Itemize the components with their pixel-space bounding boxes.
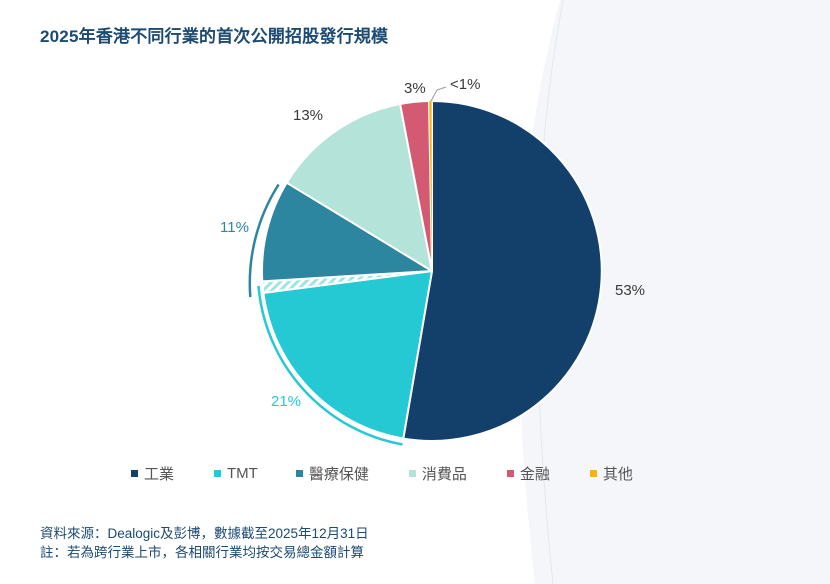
swatch-icon	[589, 470, 597, 477]
slice-industrial[interactable]	[402, 100, 603, 442]
legend-item-consumer[interactable]: 消費品	[408, 463, 467, 484]
label-financial: 3%	[404, 80, 426, 97]
label-industrial: 53%	[615, 282, 645, 299]
swatch-icon	[295, 470, 303, 477]
swatch-icon	[408, 470, 416, 477]
legend-item-other[interactable]: 其他	[589, 463, 633, 484]
slice-tmt[interactable]	[262, 270, 433, 440]
legend-label: 工業	[144, 466, 175, 483]
footnote: 資料來源：Dealogic及彭博，數據截至2025年12月31日 註：若為跨行業…	[40, 524, 369, 562]
label-other: <1%	[450, 76, 480, 93]
label-tmt: 21%	[271, 393, 301, 410]
legend-item-healthcare[interactable]: 醫療保健	[295, 463, 369, 484]
swatch-icon	[131, 470, 138, 477]
legend: 工業 TMT 醫療保健 消費品 金融 其他	[131, 463, 633, 484]
legend-item-financial[interactable]: 金融	[506, 463, 550, 484]
legend-label: 醫療保健	[308, 466, 369, 483]
legend-label: 其他	[602, 466, 633, 483]
legend-label: TMT	[227, 465, 258, 482]
swatch-icon	[214, 470, 222, 477]
chart-title: 2025年香港不同行業的首次公開招股發行規模	[40, 27, 389, 46]
legend-label: 消費品	[421, 466, 467, 483]
other-leader-line	[430, 86, 447, 102]
slice-other[interactable]	[429, 100, 432, 272]
slice-financial[interactable]	[399, 100, 433, 272]
tmt-arc	[257, 285, 403, 446]
legend-item-tmt[interactable]: TMT	[214, 465, 258, 482]
legend-item-industrial[interactable]: 工業	[131, 463, 174, 484]
cross-listing-note: 註：若為跨行業上市，各相關行業均按交易總金額計算	[40, 545, 364, 560]
legend-label: 金融	[519, 466, 550, 483]
source-note: 資料來源：Dealogic及彭博，數據截至2025年12月31日	[40, 526, 369, 541]
slice-healthcare[interactable]	[260, 181, 433, 283]
label-consumer: 13%	[293, 107, 323, 124]
swatch-icon	[506, 470, 514, 477]
slice-consumer[interactable]	[285, 103, 433, 272]
label-healthcare: 11%	[220, 219, 249, 236]
healthcare-arc	[248, 183, 280, 298]
